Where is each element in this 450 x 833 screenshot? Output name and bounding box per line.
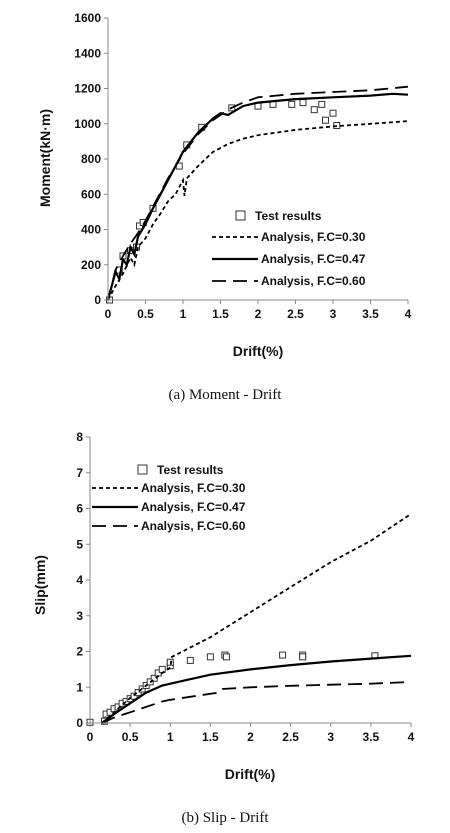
- y-tick-label: 1600: [74, 11, 101, 25]
- y-tick-label: 0: [94, 293, 101, 307]
- x-tick-label: 2: [255, 307, 262, 321]
- test-result-point: [318, 100, 326, 108]
- y-tick-label: 1400: [74, 46, 101, 60]
- x-axis-title: Drift(%): [233, 343, 284, 359]
- legend-label: Test results: [157, 463, 224, 477]
- legend-label: Test results: [255, 209, 322, 223]
- test-result-point: [329, 109, 337, 117]
- analysis-line-3: [107, 85, 409, 301]
- legend-label: Analysis, F.C=0.30: [141, 481, 246, 495]
- y-tick-label: 6: [76, 502, 83, 516]
- y-tick-label: 0: [76, 716, 83, 730]
- analysis-line-2: [101, 654, 412, 724]
- x-tick-label: 0: [87, 730, 94, 744]
- x-tick-label: 2: [247, 730, 254, 744]
- y-tick-label: 1200: [74, 82, 101, 96]
- test-result-point: [222, 653, 230, 661]
- test-result-point: [136, 222, 143, 230]
- legend-label: Analysis, F.C=0.60: [261, 274, 366, 288]
- legend-label: Analysis, F.C=0.47: [141, 500, 246, 514]
- legend: Test results Analysis, F.C=0.30 Analysis, …: [212, 209, 366, 288]
- test-result-point: [299, 653, 307, 661]
- x-tick-label: 3: [327, 730, 334, 744]
- y-tick-label: 8: [76, 430, 83, 444]
- y-axis-title: Slip(mm): [32, 555, 48, 615]
- y-tick-label: 400: [81, 223, 101, 237]
- x-tick-label: 0: [105, 307, 112, 321]
- test-result-point: [288, 100, 296, 108]
- x-tick-label: 2.5: [287, 307, 304, 321]
- legend-label: Analysis, F.C=0.60: [141, 519, 246, 533]
- x-tick-label: 1: [167, 730, 174, 744]
- x-tick-label: 2.5: [282, 730, 299, 744]
- analysis-line-3: [101, 681, 412, 724]
- analysis-line-1: [101, 513, 412, 724]
- y-tick-label: 2: [76, 645, 83, 659]
- test-result-point: [150, 674, 158, 682]
- legend-marker: [235, 210, 246, 221]
- moment-drift-chart: 0 200 400 600 800 1000 1200 1400 1600 0 0.5 1 1.5 2 2.…: [37, 11, 412, 403]
- test-result-point: [322, 116, 329, 124]
- y-axis-title: Moment(kN·m): [37, 109, 53, 207]
- y-tick-label: 200: [81, 258, 101, 272]
- test-result-point: [206, 653, 214, 661]
- test-result-point: [279, 651, 287, 659]
- y-tick-label: 5: [76, 537, 83, 551]
- chart-caption: (a) Moment - Drift: [169, 387, 283, 403]
- x-tick-label: 1.5: [202, 730, 219, 744]
- x-tick-label: 1: [180, 307, 187, 321]
- chart-caption: (b) Slip - Drift: [181, 810, 269, 826]
- y-tick-label: 1: [76, 680, 83, 694]
- analysis-line-1: [107, 120, 409, 301]
- legend-label: Analysis, F.C=0.30: [261, 230, 366, 244]
- y-tick-label: 3: [76, 609, 83, 623]
- slip-drift-chart: 0 1 2 3 4 5 6 7 8 0 0.5 1 1.5 2 2.5 3 3.5 4 Drift(%) Slip…: [32, 430, 415, 826]
- y-tick-label: 7: [76, 466, 83, 480]
- x-tick-label: 4: [408, 730, 415, 744]
- x-tick-label: 3.5: [362, 307, 379, 321]
- x-tick-label: 1.5: [212, 307, 229, 321]
- y-tick-label: 600: [81, 187, 101, 201]
- legend-label: Analysis, F.C=0.47: [261, 252, 366, 266]
- legend: Test results Analysis, F.C=0.30 Analysis, …: [92, 463, 246, 533]
- x-tick-label: 3.5: [363, 730, 380, 744]
- y-tick-label: 800: [81, 152, 101, 166]
- x-tick-label: 0.5: [122, 730, 139, 744]
- x-tick-label: 0.5: [137, 307, 154, 321]
- y-tick-label: 1000: [74, 117, 101, 131]
- test-result-point: [186, 656, 194, 664]
- test-result-point: [134, 689, 142, 697]
- test-result-point: [310, 106, 318, 114]
- test-result-point: [299, 99, 307, 107]
- legend-marker: [137, 464, 148, 475]
- test-result-point: [130, 692, 138, 700]
- x-tick-label: 3: [330, 307, 337, 321]
- x-axis-title: Drift(%): [225, 766, 276, 782]
- y-tick-label: 4: [76, 573, 83, 587]
- x-tick-label: 4: [405, 307, 412, 321]
